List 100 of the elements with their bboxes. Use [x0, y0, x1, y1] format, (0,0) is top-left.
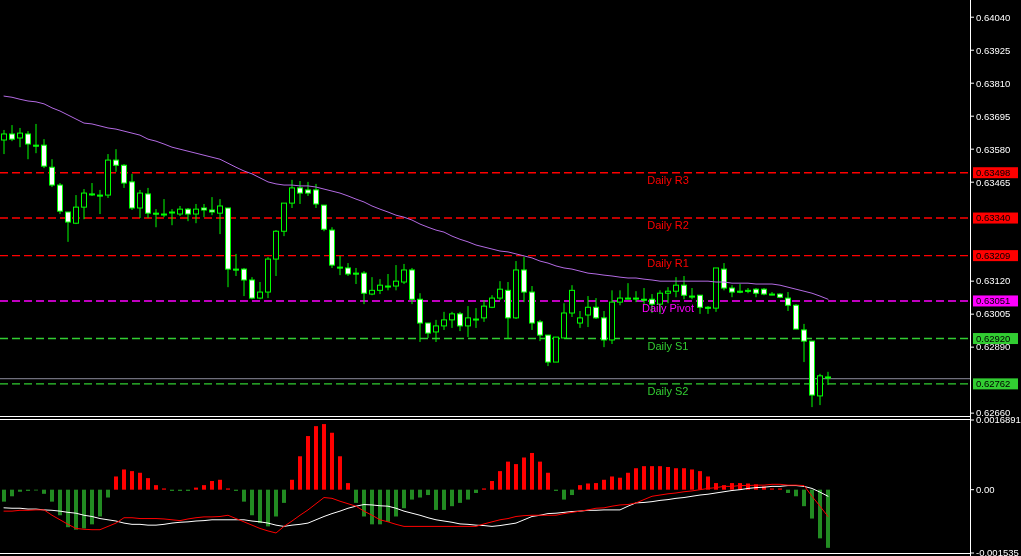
candlestick [145, 187, 151, 219]
bar [338, 456, 342, 490]
ref-line-label: Daily S2 [647, 384, 689, 397]
candlestick [705, 305, 711, 315]
bar [106, 489, 110, 498]
candlestick [537, 319, 543, 342]
candlestick [641, 287, 647, 306]
bar [586, 483, 590, 490]
bar [826, 489, 830, 548]
candlestick [257, 281, 263, 300]
candlestick [441, 311, 447, 331]
candlestick [393, 264, 399, 291]
candlestick [721, 262, 727, 291]
candlestick [569, 284, 575, 318]
text: 0.63209 [976, 249, 1011, 261]
bar [66, 489, 70, 528]
bar [250, 489, 254, 516]
candlestick [385, 273, 391, 291]
candlestick [17, 127, 23, 148]
candlestick [785, 291, 791, 312]
candlestick [9, 124, 15, 142]
bar [314, 426, 318, 490]
bar [202, 485, 206, 490]
candlestick [457, 311, 463, 332]
line-series [3, 95, 829, 300]
candlestick [473, 307, 479, 329]
bar [818, 489, 822, 539]
candlestick [601, 310, 607, 348]
bar [594, 483, 598, 490]
bar [218, 479, 222, 490]
y-tick-label: 0.00 [976, 484, 995, 495]
y-tick-label: 0.63005 [976, 308, 1011, 320]
y-tick-label: 0.63810 [976, 77, 1011, 89]
bar [786, 489, 790, 493]
ref-line-label: Daily R2 [647, 219, 689, 232]
line-series [3, 485, 829, 527]
candlestick [417, 292, 423, 343]
bar [466, 489, 470, 500]
bar [634, 468, 638, 490]
bar [98, 489, 102, 517]
bar [298, 456, 302, 490]
bar [258, 489, 262, 524]
candlestick [665, 286, 671, 304]
bar [274, 489, 278, 517]
bar [650, 466, 654, 490]
bar [354, 489, 358, 503]
ref-line-label: Daily S1 [647, 339, 689, 352]
candlestick [673, 276, 679, 298]
candlestick [81, 188, 87, 220]
bar [242, 489, 246, 502]
candlestick [577, 310, 583, 329]
candlestick [313, 183, 319, 209]
bar [642, 466, 646, 490]
candlestick [41, 138, 47, 169]
bar [490, 481, 494, 490]
bar [666, 466, 670, 490]
bar [810, 489, 814, 519]
candlestick [89, 182, 95, 197]
candlestick [209, 196, 215, 216]
bar [442, 489, 446, 510]
bar [562, 489, 566, 500]
candlestick [361, 270, 367, 305]
candlestick [633, 290, 639, 303]
y-tick-label: 0.63580 [976, 143, 1011, 155]
candlestick [625, 282, 631, 300]
candlestick [617, 289, 623, 306]
candlestick [289, 179, 295, 209]
bar [602, 479, 606, 490]
candlestick [193, 203, 199, 224]
candlestick [217, 198, 223, 235]
candlestick [1, 129, 7, 155]
bar [282, 489, 286, 503]
bar [570, 489, 574, 496]
bar [154, 485, 158, 490]
bar [546, 472, 550, 490]
bar [674, 468, 678, 490]
y-tick-label: 0.64040 [976, 11, 1011, 23]
ref-line-label: Daily R3 [647, 173, 689, 186]
candlestick [585, 295, 591, 328]
text: 0.63498 [976, 167, 1011, 179]
bar [82, 489, 86, 529]
candlestick [481, 299, 487, 323]
bar [434, 489, 438, 510]
bar [210, 481, 214, 490]
candlestick [137, 189, 143, 219]
bar [418, 489, 422, 498]
candlestick [737, 283, 743, 294]
bar [802, 489, 806, 507]
y-tick-label: 0.63695 [976, 110, 1011, 122]
candlestick [73, 194, 79, 225]
candlestick [113, 148, 119, 173]
candlestick [377, 278, 383, 295]
bar [618, 477, 622, 490]
candlestick [521, 256, 527, 303]
y-tick-label: 0.63465 [976, 176, 1011, 188]
bar [74, 489, 78, 530]
candlestick [201, 203, 207, 218]
candlestick [65, 211, 71, 243]
bar [658, 466, 662, 490]
candlestick [497, 280, 503, 301]
